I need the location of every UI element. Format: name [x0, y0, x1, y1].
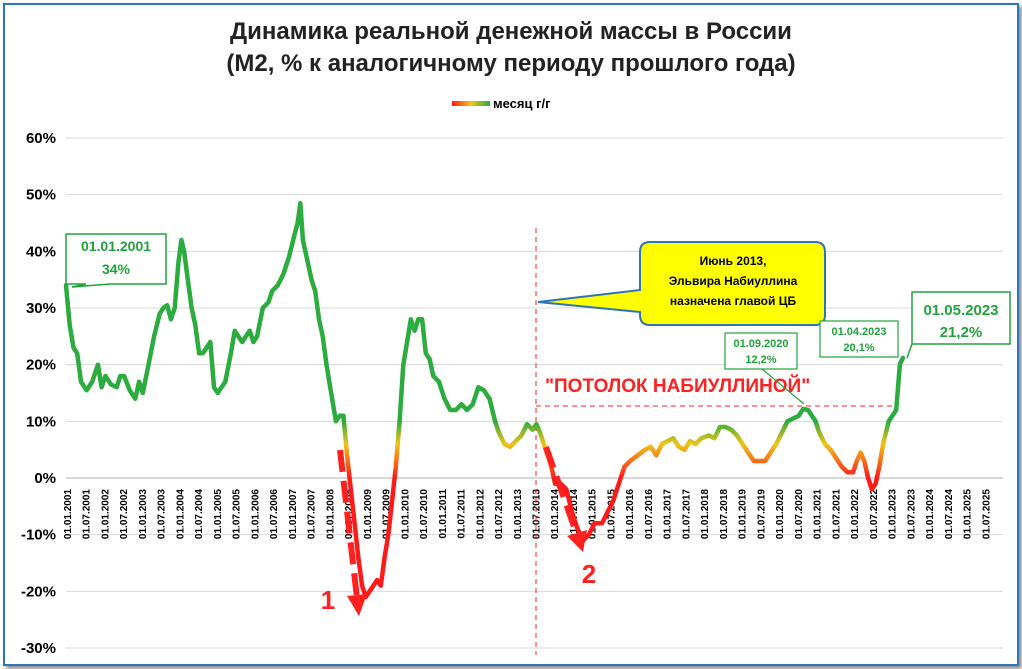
x-tick-label: 01.07.2022 — [869, 489, 880, 539]
x-tick-label: 01.01.2021 — [813, 489, 824, 539]
annotation-sep2020-value: 12,2% — [745, 354, 776, 366]
x-tick-label: 01.07.2009 — [382, 489, 393, 539]
x-tick-label: 01.01.2020 — [775, 489, 786, 539]
y-axis: 60% 50% 40% 30% 20% 10% 0% -10% -20% -30% — [21, 130, 56, 657]
decline-arrow-1: 1 — [321, 449, 367, 616]
y-tick-label: -10% — [21, 527, 56, 544]
x-tick-label: 01.07.2023 — [906, 489, 917, 539]
legend: месяц г/г — [452, 96, 551, 111]
x-tick-label: 01.01.2001 — [63, 489, 74, 539]
x-tick-label: 01.01.2015 — [588, 489, 599, 539]
x-tick-label: 01.01.2019 — [738, 489, 749, 539]
x-tick-label: 01.01.2006 — [250, 489, 261, 539]
x-tick-label: 01.07.2010 — [419, 489, 430, 539]
x-tick-label: 01.01.2011 — [438, 489, 449, 539]
annotation-may2023: 01.05.2023 21,2% — [906, 291, 1011, 359]
annotation-start-date: 01.01.2001 — [81, 238, 151, 254]
x-tick-label: 01.01.2008 — [325, 489, 336, 539]
x-tick-label: 01.01.2018 — [700, 489, 711, 539]
annotation-apr2023: 01.04.2023 20,1% — [819, 320, 899, 358]
x-tick-label: 01.07.2016 — [644, 489, 655, 539]
x-tick-label: 01.01.2016 — [625, 489, 636, 539]
y-tick-label: 20% — [26, 357, 56, 374]
annotation-apr2023-date: 01.04.2023 — [831, 326, 886, 338]
x-tick-label: 01.07.2019 — [756, 489, 767, 539]
x-tick-label: 01.07.2005 — [232, 489, 243, 539]
y-tick-label: 30% — [26, 300, 56, 317]
x-tick-label: 01.07.2003 — [157, 489, 168, 539]
annotation-start: 01.01.2001 34% — [65, 233, 167, 288]
x-tick-label: 01.01.2003 — [138, 489, 149, 539]
y-tick-label: -20% — [21, 583, 56, 600]
annotation-sep2020-date: 01.09.2020 — [733, 338, 788, 350]
x-tick-label: 01.01.2002 — [100, 489, 111, 539]
x-tick-label: 01.07.2002 — [119, 489, 130, 539]
y-tick-label: 40% — [26, 243, 56, 260]
x-tick-label: 01.07.2024 — [944, 489, 955, 539]
x-tick-label: 01.01.2012 — [475, 489, 486, 539]
annotation-may2023-date: 01.05.2023 — [923, 302, 998, 319]
chart-subtitle: (М2, % к аналогичному периоду прошлого г… — [226, 50, 795, 77]
x-tick-label: 01.01.2007 — [288, 489, 299, 539]
chart-title: Динамика реальной денежной массы в Росси… — [230, 18, 792, 45]
x-tick-label: 01.07.2020 — [794, 489, 805, 539]
x-tick-label: 01.01.2023 — [888, 489, 899, 539]
y-tick-label: 0% — [34, 470, 56, 487]
x-tick-label: 01.07.2011 — [457, 489, 468, 539]
x-tick-label: 01.07.2004 — [194, 489, 205, 539]
legend-swatch — [452, 101, 490, 106]
x-tick-label: 01.01.2022 — [850, 489, 861, 539]
callout-line-3: назначена главой ЦБ — [670, 294, 797, 308]
x-tick-label: 01.07.2018 — [719, 489, 730, 539]
annotation-may2023-value: 21,2% — [940, 324, 983, 341]
grid — [66, 137, 1003, 649]
callout-appointment: Июнь 2013, Эльвира Набиуллина назначена … — [537, 241, 826, 326]
decline-arrow-2: 2 — [543, 446, 596, 589]
decline-label-1: 1 — [321, 585, 335, 615]
callout-line-1: Июнь 2013, — [700, 254, 767, 268]
x-tick-label: 01.01.2004 — [175, 489, 186, 539]
x-tick-label: 01.07.2017 — [681, 489, 692, 539]
x-tick-label: 01.07.2001 — [82, 489, 93, 539]
y-tick-label: 50% — [26, 187, 56, 204]
x-tick-label: 01.07.2025 — [981, 489, 992, 539]
annotation-start-value: 34% — [102, 261, 131, 277]
y-tick-label: -30% — [21, 640, 56, 657]
x-tick-label: 01.07.2006 — [269, 489, 280, 539]
x-tick-label: 01.07.2007 — [307, 489, 318, 539]
annotation-apr2023-value: 20,1% — [843, 342, 874, 354]
x-tick-label: 01.01.2005 — [213, 489, 224, 539]
x-tick-label: 01.01.2017 — [663, 489, 674, 539]
x-tick-label: 01.01.2009 — [363, 489, 374, 539]
x-tick-label: 01.01.2013 — [513, 489, 524, 539]
x-tick-label: 01.07.2015 — [606, 489, 617, 539]
series-line-month-yoy — [63, 200, 906, 600]
y-tick-label: 10% — [26, 413, 56, 430]
x-axis: 01.01.2001 01.07.2001 01.01.2002 01.07.2002… — [63, 489, 992, 539]
x-tick-label: 01.01.2025 — [963, 489, 974, 539]
decline-label-2: 2 — [582, 559, 596, 589]
annotation-sep2020: 01.09.2020 12,2% — [724, 332, 805, 405]
ceiling-label: "ПОТОЛОК НАБИУЛЛИНОЙ" — [545, 375, 810, 397]
callout-line-2: Эльвира Набиуллина — [669, 274, 798, 288]
legend-label: месяц г/г — [493, 96, 551, 111]
x-tick-label: 01.07.2021 — [831, 489, 842, 539]
x-tick-label: 01.01.2014 — [550, 489, 561, 539]
y-tick-label: 60% — [26, 130, 56, 147]
x-tick-label: 01.01.2010 — [400, 489, 411, 539]
x-tick-label: 01.07.2012 — [494, 489, 505, 539]
x-tick-label: 01.01.2024 — [925, 489, 936, 539]
x-tick-label: 01.07.2013 — [532, 489, 543, 539]
